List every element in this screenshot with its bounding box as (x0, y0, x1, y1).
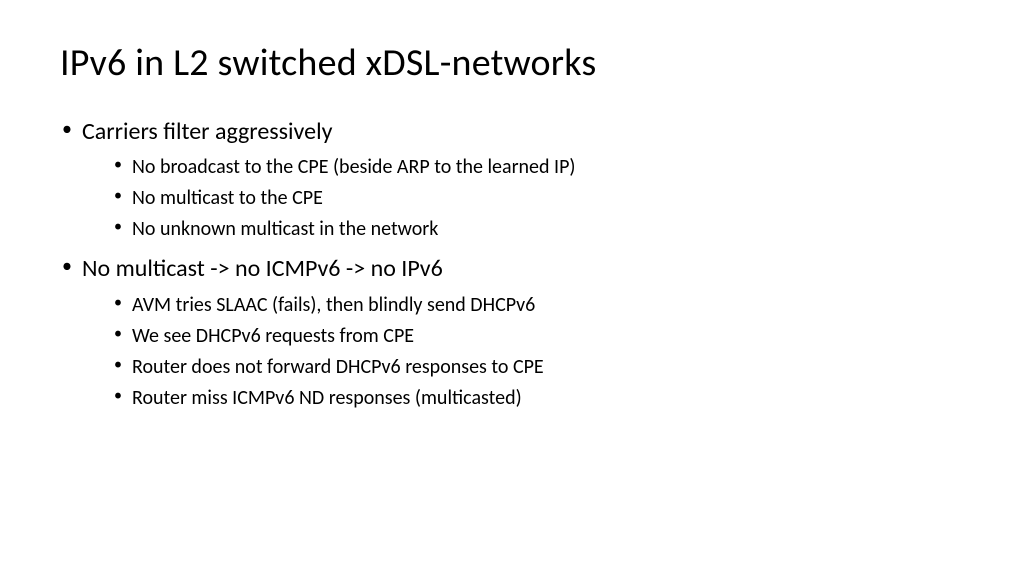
bullet-text: No multicast -> no ICMPv6 -> no IPv6 (82, 254, 443, 283)
list-item: No multicast to the CPE (112, 185, 964, 212)
bullet-text: Carriers filter aggressively (82, 117, 332, 146)
bullet-text: No multicast to the CPE (132, 186, 323, 210)
list-item: Carriers filter aggressively No broadcas… (60, 116, 964, 243)
list-item: Router miss ICMPv6 ND responses (multica… (112, 385, 964, 412)
bullet-text: No unknown multicast in the network (132, 217, 438, 241)
list-item: No broadcast to the CPE (beside ARP to t… (112, 154, 964, 181)
list-item: AVM tries SLAAC (fails), then blindly se… (112, 292, 964, 319)
bullet-text: Router does not forward DHCPv6 responses… (132, 355, 544, 379)
list-item: No multicast -> no ICMPv6 -> no IPv6 AVM… (60, 253, 964, 411)
bullet-list-level2: AVM tries SLAAC (fails), then blindly se… (82, 292, 964, 412)
slide-title: IPv6 in L2 switched xDSL-networks (60, 40, 964, 86)
bullet-text: Router miss ICMPv6 ND responses (multica… (132, 386, 522, 410)
slide: IPv6 in L2 switched xDSL-networks Carrie… (0, 0, 1024, 576)
bullet-list-level1: Carriers filter aggressively No broadcas… (60, 116, 964, 412)
list-item: Router does not forward DHCPv6 responses… (112, 354, 964, 381)
list-item: We see DHCPv6 requests from CPE (112, 323, 964, 350)
list-item: No unknown multicast in the network (112, 216, 964, 243)
bullet-text: We see DHCPv6 requests from CPE (132, 324, 414, 348)
bullet-list-level2: No broadcast to the CPE (beside ARP to t… (82, 154, 964, 243)
bullet-text: No broadcast to the CPE (beside ARP to t… (132, 155, 575, 179)
bullet-text: AVM tries SLAAC (fails), then blindly se… (132, 293, 535, 317)
